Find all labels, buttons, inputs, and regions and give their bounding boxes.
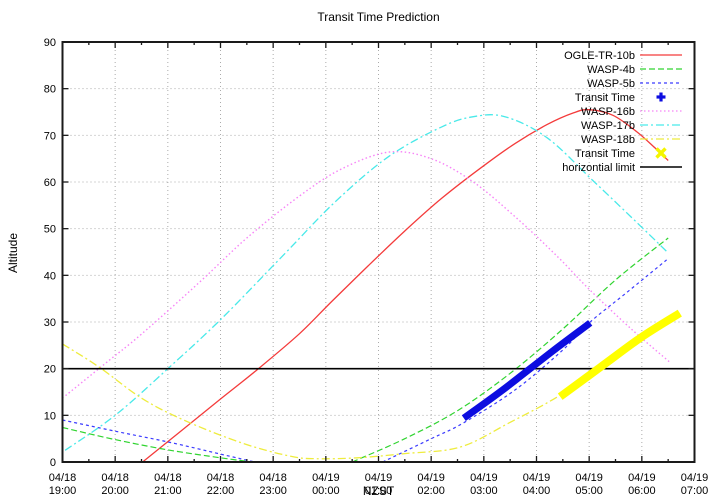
- x-tick-date: 04/19: [312, 472, 340, 484]
- legend-label: horizontial limit: [562, 162, 635, 174]
- series-wasp-17b: [64, 114, 669, 451]
- x-tick-time: 05:00: [575, 485, 603, 497]
- legend-label: Transit Time: [575, 92, 635, 104]
- y-tick-label: 30: [44, 317, 56, 329]
- legend-label: OGLE-TR-10b: [564, 50, 635, 62]
- y-tick-label: 0: [50, 457, 56, 469]
- x-tick-date: 04/19: [575, 472, 603, 484]
- x-tick-date: 04/19: [681, 472, 709, 484]
- series-ogle-tr-10b: [142, 108, 669, 463]
- x-tick-time: 03:00: [470, 485, 498, 497]
- data-series: [62, 108, 695, 463]
- x-tick-date: 04/18: [259, 472, 287, 484]
- grid-lines: [62, 42, 695, 462]
- x-tick-date: 04/19: [470, 472, 498, 484]
- chart-title: Transit Time Prediction: [317, 10, 440, 24]
- x-tick-time: 00:00: [312, 485, 340, 497]
- series-wasp-5b: [62, 419, 255, 463]
- x-tick-time: 19:00: [49, 485, 77, 497]
- y-tick-label: 80: [44, 84, 56, 96]
- x-tick-time: 23:00: [259, 485, 287, 497]
- x-tick-date: 04/19: [365, 472, 393, 484]
- x-tick-date: 04/18: [154, 472, 182, 484]
- legend-label: WASP-18b: [581, 134, 635, 146]
- y-tick-label: 10: [44, 410, 56, 422]
- series-wasp-18b: [62, 312, 681, 460]
- legend-label: WASP-16b: [581, 106, 635, 118]
- y-tick-label: 70: [44, 130, 56, 142]
- x-tick-time: 02:00: [417, 485, 445, 497]
- y-tick-label: 60: [44, 177, 56, 189]
- x-axis-title: NZST: [362, 484, 395, 498]
- x-tick-time: 06:00: [628, 485, 656, 497]
- x-tick-labels: 04/1819:0004/1820:0004/1821:0004/1822:00…: [49, 472, 709, 497]
- x-tick-time: 21:00: [154, 485, 182, 497]
- x-tick-date: 04/18: [207, 472, 235, 484]
- legend-cross-marker: [655, 147, 667, 159]
- x-tick-date: 04/19: [523, 472, 551, 484]
- series-wasp-4b: [351, 237, 669, 463]
- y-tick-label: 20: [44, 364, 56, 376]
- y-tick-labels: 0 10 20 30 40 50 60 70 80 90: [44, 37, 56, 469]
- x-tick-time: 20:00: [101, 485, 129, 497]
- x-tick-date: 04/18: [49, 472, 77, 484]
- x-tick-time: 01:00: [365, 485, 393, 497]
- legend: OGLE-TR-10b WASP-4b WASP-5b Transit Time WAS…: [562, 50, 682, 174]
- legend-label: WASP-4b: [587, 64, 635, 76]
- series-wasp-16b: [62, 150, 671, 399]
- series-transit-time-wasp-5b-: [461, 320, 593, 421]
- y-tick-label: 40: [44, 270, 56, 282]
- x-tick-time: 04:00: [523, 485, 551, 497]
- x-tick-date: 04/19: [628, 472, 656, 484]
- x-tick-time: 22:00: [207, 485, 235, 497]
- x-tick-time: 07:00: [681, 485, 709, 497]
- y-tick-label: 50: [44, 224, 56, 236]
- series-wasp-4b: [62, 426, 253, 463]
- axes-and-ticks: [61, 41, 696, 463]
- legend-label: WASP-17b: [581, 120, 635, 132]
- x-tick-date: 04/19: [417, 472, 445, 484]
- series-transit-time-wasp-18b-: [557, 309, 682, 400]
- series-wasp-5b: [382, 259, 667, 463]
- legend-label: WASP-5b: [587, 78, 635, 90]
- legend-label: Transit Time: [575, 148, 635, 160]
- y-tick-label: 90: [44, 37, 56, 49]
- x-tick-date: 04/18: [101, 472, 129, 484]
